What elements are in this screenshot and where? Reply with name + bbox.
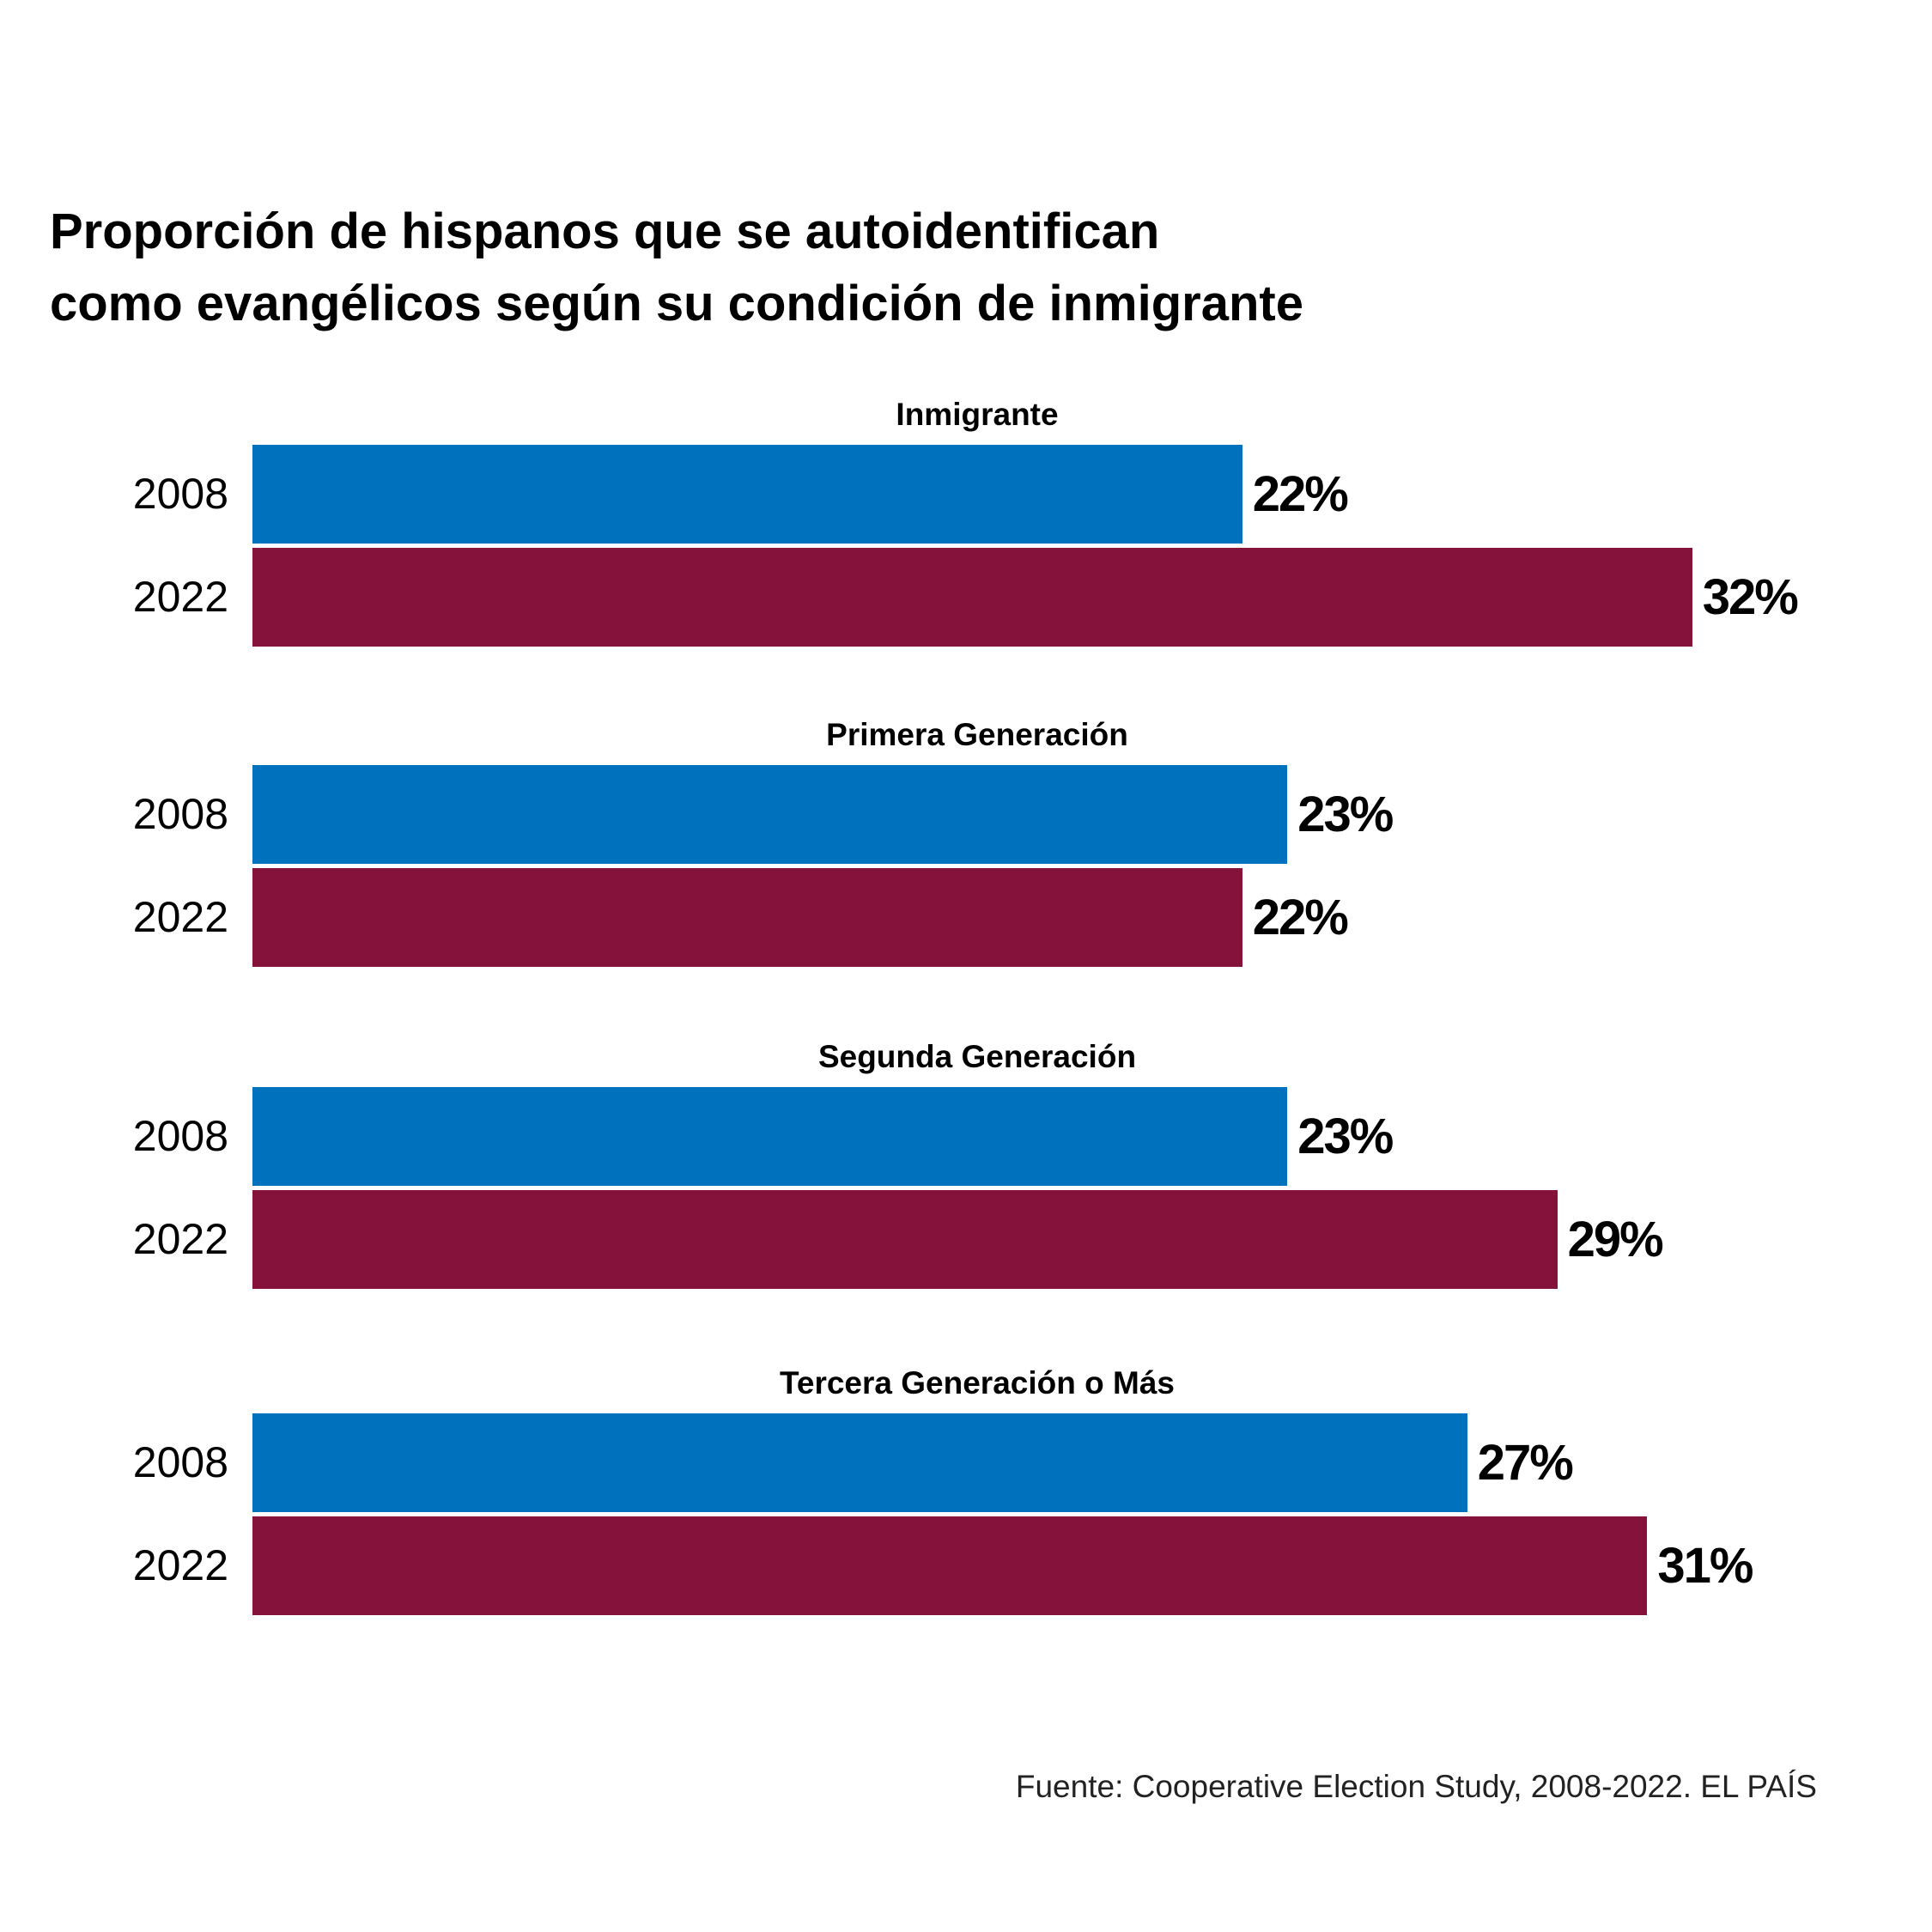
year-label: 2008 — [132, 1112, 228, 1160]
year-label: 2022 — [132, 1215, 228, 1263]
source-note: Fuente: Cooperative Election Study, 2008… — [1015, 1769, 1817, 1804]
value-label: 29% — [1567, 1212, 1664, 1267]
bar-2008 — [252, 445, 1242, 544]
bar-2022 — [252, 1190, 1558, 1289]
group-label: Primera Generación — [826, 717, 1128, 752]
chart-title-line-1: Proporción de hispanos que se autoidenti… — [50, 204, 1160, 259]
bar-2008 — [252, 1413, 1467, 1512]
value-label: 23% — [1297, 787, 1394, 842]
chart-title-line-2: como evangélicos según su condición de i… — [50, 276, 1303, 331]
chart-title: Proporción de hispanos que se autoidenti… — [50, 196, 1303, 340]
value-label: 27% — [1477, 1435, 1574, 1491]
year-label: 2022 — [132, 893, 228, 941]
group-label: Tercera Generación o Más — [780, 1365, 1175, 1400]
year-label: 2022 — [132, 1541, 228, 1589]
value-label: 32% — [1702, 569, 1799, 625]
year-label: 2008 — [132, 470, 228, 518]
group-label: Inmigrante — [896, 397, 1059, 432]
group-label: Segunda Generación — [817, 1039, 1137, 1074]
year-label: 2022 — [132, 573, 228, 621]
bar-2008 — [252, 765, 1288, 864]
bar-2008 — [252, 1087, 1288, 1186]
year-label: 2008 — [132, 1438, 228, 1486]
value-label: 22% — [1252, 890, 1349, 945]
value-label: 22% — [1252, 466, 1349, 522]
year-label: 2008 — [132, 790, 228, 838]
value-label: 31% — [1657, 1538, 1753, 1594]
bar-2022 — [252, 548, 1692, 647]
bar-2022 — [252, 868, 1242, 967]
value-label: 23% — [1297, 1109, 1394, 1164]
bar-2022 — [252, 1516, 1648, 1615]
